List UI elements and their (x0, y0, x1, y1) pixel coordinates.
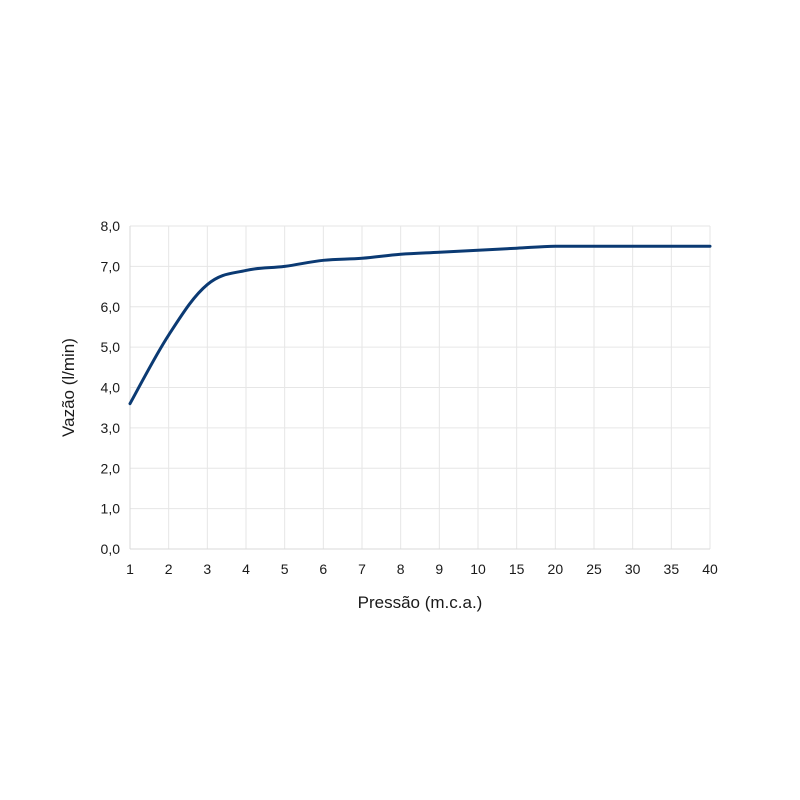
y-tick-label: 7,0 (101, 258, 121, 274)
x-tick-label: 35 (664, 561, 680, 577)
y-tick-label: 6,0 (101, 299, 121, 315)
x-tick-label: 20 (548, 561, 564, 577)
x-tick-label: 4 (242, 561, 250, 577)
x-tick-label: 8 (397, 561, 405, 577)
x-tick-label: 2 (165, 561, 173, 577)
x-tick-label: 9 (435, 561, 443, 577)
grid-lines (130, 225, 711, 549)
x-tick-label: 15 (509, 561, 525, 577)
x-axis-title: Pressão (m.c.a.) (358, 593, 483, 612)
x-tick-label: 1 (126, 561, 134, 577)
y-tick-label: 1,0 (101, 501, 121, 517)
x-tick-label: 10 (470, 561, 486, 577)
y-tick-label: 8,0 (101, 218, 121, 234)
y-tick-label: 0,0 (101, 541, 121, 557)
x-tick-label: 3 (203, 561, 211, 577)
y-tick-label: 5,0 (101, 339, 121, 355)
y-tick-label: 4,0 (101, 380, 121, 396)
y-axis-title: Vazão (l/min) (59, 338, 78, 437)
series-line (128, 244, 712, 406)
x-tick-label: 6 (319, 561, 327, 577)
x-tick-labels: 1 2 3 4 5 6 7 8 9 10 15 20 25 30 35 40 (126, 561, 718, 577)
y-tick-label: 2,0 (101, 460, 121, 476)
y-tick-label: 3,0 (101, 420, 121, 436)
axes (129, 226, 710, 550)
x-tick-label: 30 (625, 561, 641, 577)
x-tick-label: 25 (586, 561, 602, 577)
x-tick-label: 7 (358, 561, 366, 577)
x-tick-label: 5 (281, 561, 289, 577)
y-tick-labels: 0,0 1,0 2,0 3,0 4,0 5,0 6,0 7,0 8,0 (101, 218, 121, 557)
x-tick-label: 40 (702, 561, 718, 577)
